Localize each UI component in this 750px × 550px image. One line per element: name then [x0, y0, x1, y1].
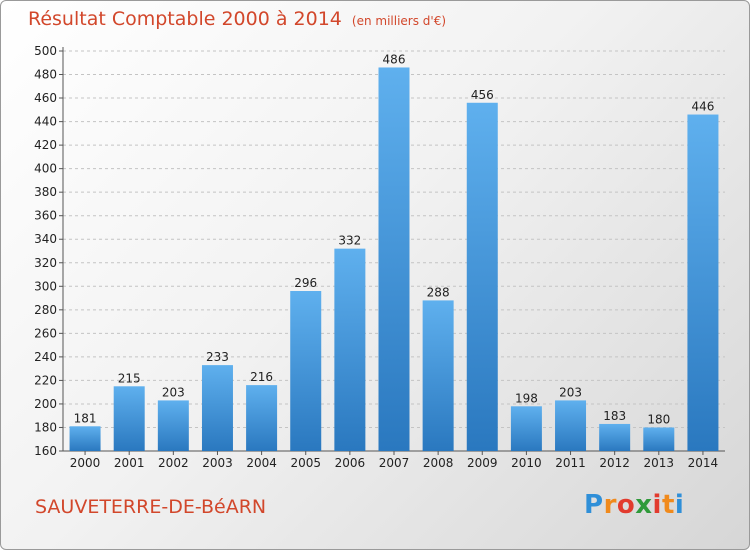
bar-2013: [643, 427, 675, 451]
y-tick-label: 200: [34, 397, 57, 411]
x-tick-label-2000: 2000: [70, 456, 101, 470]
y-tick-label: 300: [34, 279, 57, 293]
logo-letter: P: [584, 490, 604, 520]
value-label-2006: 332: [338, 234, 361, 248]
y-tick-label: 260: [34, 326, 57, 340]
x-tick-label-2005: 2005: [290, 456, 321, 470]
x-tick-label-2014: 2014: [688, 456, 719, 470]
value-label-2008: 288: [427, 285, 450, 299]
bar-2011: [555, 400, 587, 451]
value-label-2014: 446: [691, 100, 714, 114]
y-tick-label: 280: [34, 303, 57, 317]
bar-2008: [422, 300, 454, 451]
value-label-2005: 296: [294, 276, 317, 290]
y-tick-label: 180: [34, 420, 57, 434]
logo-letter: x: [635, 490, 653, 520]
x-tick-label-2011: 2011: [555, 456, 586, 470]
bar-2012: [599, 423, 631, 451]
chart-subtitle: (en milliers d'€): [351, 14, 447, 28]
value-label-2010: 198: [515, 391, 538, 405]
bars: 181 215 203 233 216 296 332 486 288 456 198 203 183 1…: [69, 52, 719, 452]
value-label-2007: 486: [383, 52, 406, 66]
value-label-2000: 181: [74, 411, 97, 425]
y-tick-label: 360: [34, 209, 57, 223]
y-tick-label: 480: [34, 68, 57, 82]
x-tick-label-2012: 2012: [599, 456, 630, 470]
value-label-2013: 180: [647, 412, 670, 426]
bar-2001: [113, 386, 145, 451]
axes: 160 180 200 220 240 260 280 300 320 340 360 380 400 4…: [34, 44, 725, 470]
y-tick-label: 240: [34, 350, 57, 364]
y-tick-label: 500: [34, 44, 57, 58]
y-tick-label: 320: [34, 256, 57, 270]
logo-letter: i: [652, 490, 662, 520]
x-tick-label-2013: 2013: [644, 456, 675, 470]
logo-letter: t: [661, 490, 675, 520]
bar-2014: [687, 114, 719, 451]
x-tick-label-2009: 2009: [467, 456, 498, 470]
x-tick-label-2006: 2006: [335, 456, 366, 470]
y-tick-label: 160: [34, 444, 57, 458]
y-tick-label: 340: [34, 232, 57, 246]
value-label-2001: 215: [118, 371, 141, 385]
x-tick-label-2002: 2002: [158, 456, 189, 470]
value-label-2002: 203: [162, 385, 185, 399]
bar-2005: [290, 291, 322, 451]
x-tick-label-2003: 2003: [202, 456, 233, 470]
x-tick-label-2001: 2001: [114, 456, 145, 470]
commune-name: SAUVETERRE-DE-BéARN: [35, 496, 267, 518]
bar-2000: [69, 426, 101, 451]
y-tick-label: 220: [34, 373, 57, 387]
chart-title-text: Résultat Comptable 2000 à 2014: [28, 8, 342, 30]
bar-2009: [466, 102, 498, 451]
x-tick-label-2004: 2004: [246, 456, 277, 470]
logo-letter: r: [603, 490, 617, 520]
bar-2010: [510, 406, 542, 451]
value-label-2012: 183: [603, 409, 626, 423]
chart-title: Résultat Comptable 2000 à 2014 (en millie…: [28, 8, 446, 30]
proxiti-logo: Proxiti: [584, 490, 684, 520]
y-tick-label: 460: [34, 91, 57, 105]
y-tick-label: 420: [34, 138, 57, 152]
value-label-2009: 456: [471, 88, 494, 102]
bar-2003: [201, 365, 233, 451]
bar-2004: [246, 385, 278, 451]
value-label-2011: 203: [559, 385, 582, 399]
x-tick-label-2007: 2007: [379, 456, 410, 470]
x-tick-label-2008: 2008: [423, 456, 454, 470]
y-tick-label: 380: [34, 185, 57, 199]
logo-letter: o: [616, 490, 636, 520]
bar-2007: [378, 67, 410, 452]
value-label-2004: 216: [250, 370, 273, 384]
x-tick-label-2010: 2010: [511, 456, 542, 470]
logo-letter: i: [674, 490, 685, 520]
y-tick-label: 400: [34, 162, 57, 176]
bar-2002: [157, 400, 189, 451]
y-tick-label: 440: [34, 115, 57, 129]
value-label-2003: 233: [206, 350, 229, 364]
bar-2006: [334, 248, 366, 451]
